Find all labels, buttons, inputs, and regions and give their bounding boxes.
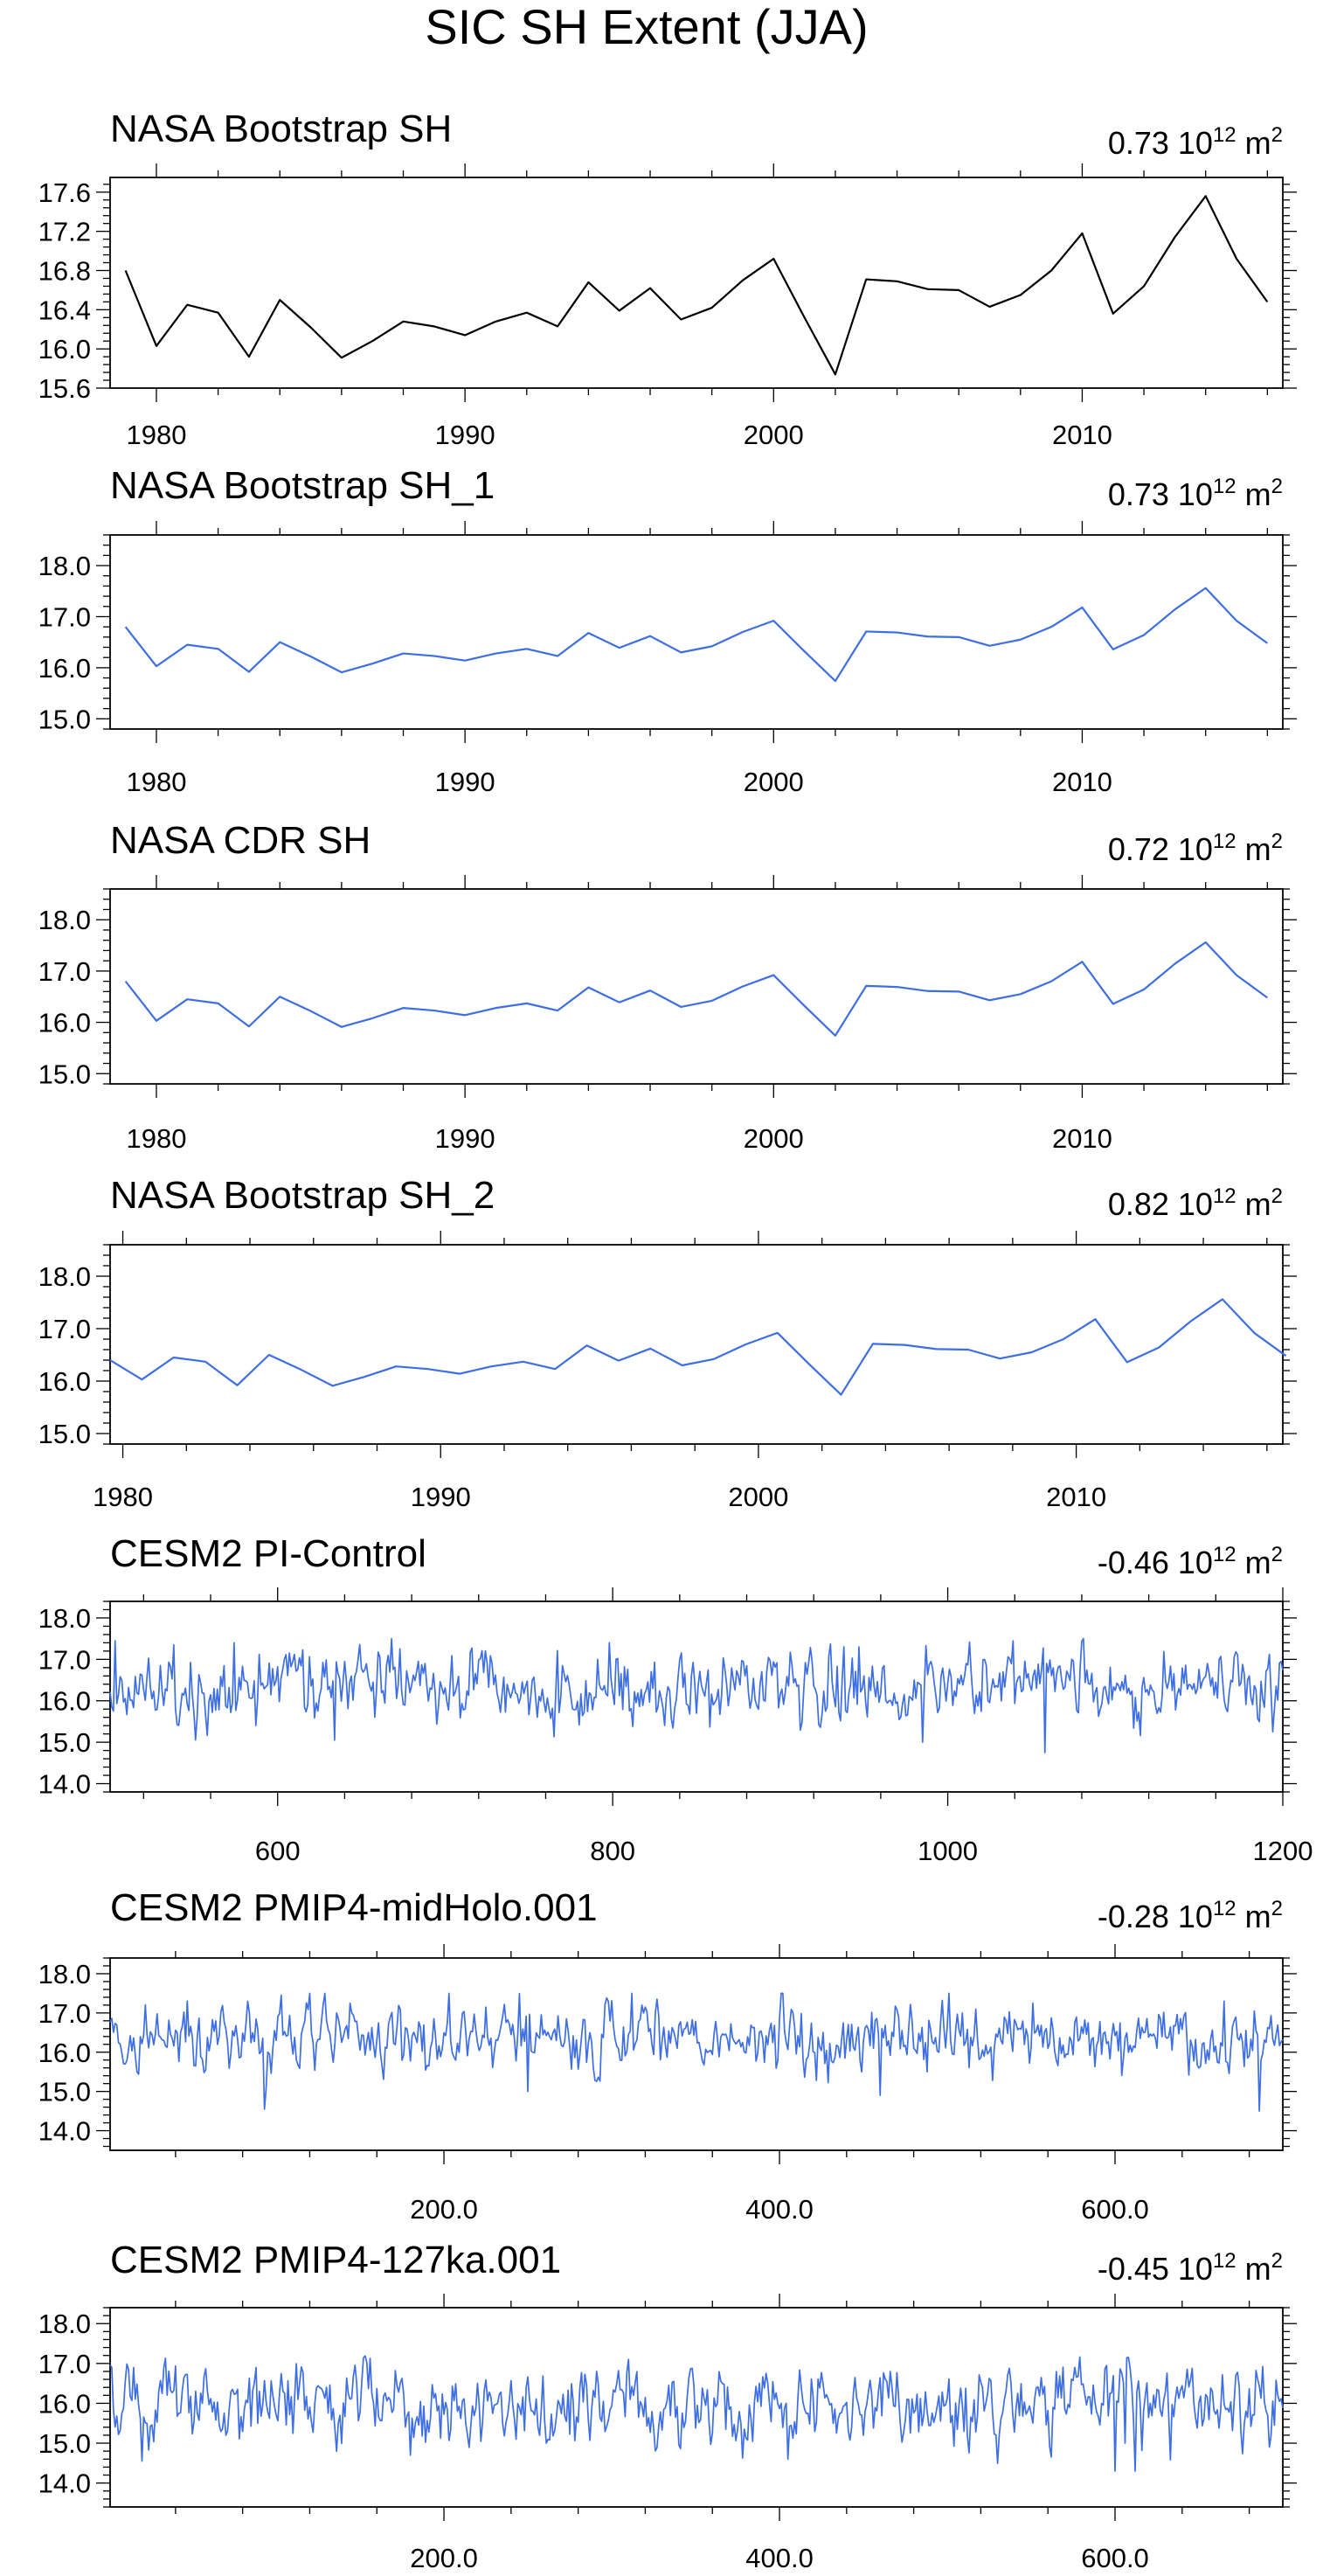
panel-title: NASA CDR SH (110, 819, 371, 862)
y-tick-label: 15.0 (38, 2077, 91, 2107)
panel-stat: -0.45 1012 m2 (1098, 2249, 1283, 2287)
y-tick-label: 14.0 (38, 2468, 91, 2499)
series-line (124, 195, 1269, 376)
y-tick-label: 17.0 (38, 2349, 91, 2379)
y-tick-label: 17.2 (38, 217, 91, 247)
panel-title: CESM2 PMIP4-midHolo.001 (110, 1886, 598, 1929)
x-tick-label: 2000 (744, 767, 804, 797)
y-tick-label: 18.0 (38, 1603, 91, 1634)
x-tick-label: 600.0 (1081, 2194, 1149, 2225)
chart-panel: CESM2 PMIP4-127ka.001 -0.45 1012 m2 14.0 15… (38, 2239, 1297, 2573)
y-tick-label: 16.0 (38, 2038, 91, 2068)
x-tick-label: 2000 (728, 1482, 788, 1512)
y-tick-label: 18.0 (38, 2309, 91, 2339)
series-line (124, 941, 1268, 1037)
panel-stat: 0.73 1012 m2 (1108, 475, 1283, 512)
chart-panel: NASA Bootstrap SH 0.73 1012 m2 15.6 16.0 16.… (38, 108, 1297, 450)
plot-frame (109, 1244, 1284, 1445)
panel-title: NASA Bootstrap SH_2 (110, 1174, 495, 1217)
series-line (109, 1298, 1287, 1396)
x-tick-label: 2000 (744, 1123, 804, 1154)
x-tick-label: 2000 (744, 420, 804, 450)
panel-title: CESM2 PI-Control (110, 1532, 426, 1575)
y-tick-label: 16.0 (38, 334, 91, 365)
x-tick-label: 800 (590, 1836, 635, 1866)
series-line (109, 1992, 1284, 2112)
y-tick-label: 15.0 (38, 2428, 91, 2459)
x-tick-label: 1990 (435, 1123, 495, 1154)
y-tick-label: 17.0 (38, 1314, 91, 1344)
x-tick-label: 1990 (435, 420, 495, 450)
x-tick-label: 1200 (1253, 1836, 1313, 1866)
y-tick-label: 17.0 (38, 601, 91, 632)
chart-panel: NASA Bootstrap SH_1 0.73 1012 m2 15.0 16.0 1… (38, 464, 1297, 797)
x-tick-label: 400.0 (745, 2543, 814, 2573)
y-tick-label: 14.0 (38, 1769, 91, 1800)
y-tick-label: 16.0 (38, 653, 91, 684)
panel-stat: -0.46 1012 m2 (1098, 1543, 1283, 1580)
chart-panel: NASA Bootstrap SH_2 0.82 1012 m2 15.0 16.0 1… (38, 1174, 1297, 1512)
y-tick-label: 16.0 (38, 1686, 91, 1717)
y-tick-label: 16.8 (38, 255, 91, 286)
y-tick-label: 15.0 (38, 704, 91, 734)
y-tick-label: 15.0 (38, 1419, 91, 1449)
x-tick-label: 1990 (435, 767, 495, 797)
y-tick-label: 15.0 (38, 1059, 91, 1089)
y-tick-label: 17.0 (38, 1644, 91, 1675)
y-tick-label: 15.0 (38, 1727, 91, 1758)
series-line (124, 587, 1268, 683)
x-tick-label: 2010 (1052, 767, 1112, 797)
x-tick-label: 400.0 (745, 2194, 814, 2225)
chart-panel: CESM2 PMIP4-midHolo.001 -0.28 1012 m2 14.0… (38, 1886, 1297, 2225)
panel-stat: 0.72 1012 m2 (1108, 830, 1283, 867)
panel-stat: 0.82 1012 m2 (1108, 1184, 1283, 1222)
series-line (109, 1637, 1284, 1753)
panel-title: CESM2 PMIP4-127ka.001 (110, 2239, 561, 2281)
panel-stat: -0.28 1012 m2 (1098, 1897, 1283, 1934)
x-tick-label: 600 (255, 1836, 301, 1866)
y-tick-label: 18.0 (38, 1959, 91, 1989)
panel-title: NASA Bootstrap SH (110, 108, 452, 150)
x-tick-label: 1990 (411, 1482, 471, 1512)
plot-frame (109, 1957, 1284, 2151)
y-tick-label: 15.6 (38, 373, 91, 404)
plot-frame (109, 177, 1284, 389)
panel-title: NASA Bootstrap SH_1 (110, 464, 495, 507)
y-tick-label: 17.6 (38, 177, 91, 208)
y-tick-label: 18.0 (38, 905, 91, 935)
x-tick-label: 1980 (126, 767, 186, 797)
x-tick-label: 2010 (1046, 1482, 1106, 1512)
y-tick-label: 16.4 (38, 295, 91, 325)
y-tick-label: 17.0 (38, 956, 91, 987)
chart-panel: NASA CDR SH 0.72 1012 m2 15.0 16.0 17.0 18.0 1… (38, 819, 1297, 1154)
y-tick-label: 18.0 (38, 551, 91, 581)
x-tick-label: 1980 (126, 1123, 186, 1154)
x-tick-label: 1000 (918, 1836, 978, 1866)
x-tick-label: 600.0 (1081, 2543, 1149, 2573)
y-tick-label: 16.0 (38, 2388, 91, 2419)
x-tick-label: 2010 (1052, 420, 1112, 450)
series-line (109, 2355, 1284, 2472)
panel-stat: 0.73 1012 m2 (1108, 123, 1283, 161)
plot-frame (109, 534, 1284, 730)
x-tick-label: 2010 (1052, 1123, 1112, 1154)
plot-frame (109, 888, 1284, 1085)
x-tick-label: 1980 (126, 420, 186, 450)
x-tick-label: 200.0 (410, 2194, 478, 2225)
y-tick-label: 16.0 (38, 1008, 91, 1038)
chart-panel: CESM2 PI-Control -0.46 1012 m2 14.0 15.0 16.… (38, 1532, 1313, 1866)
y-tick-label: 16.0 (38, 1366, 91, 1397)
x-tick-label: 1980 (93, 1482, 153, 1512)
panels: NASA Bootstrap SH 0.73 1012 m2 15.6 16.0 16.… (38, 108, 1313, 2573)
figure-title: SIC SH Extent (JJA) (425, 0, 868, 54)
y-tick-label: 18.0 (38, 1261, 91, 1292)
x-tick-label: 200.0 (410, 2543, 478, 2573)
y-tick-label: 17.0 (38, 1998, 91, 2029)
y-tick-label: 14.0 (38, 2116, 91, 2147)
